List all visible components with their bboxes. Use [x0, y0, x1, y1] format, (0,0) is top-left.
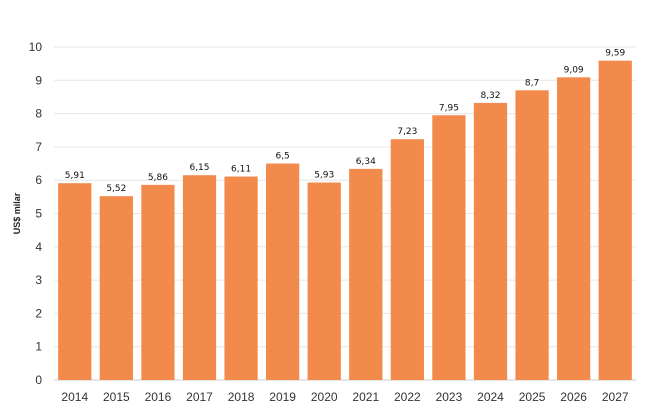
- bars: [58, 60, 632, 380]
- value-label: 7,23: [397, 127, 417, 137]
- y-tick-label: 0: [35, 373, 42, 387]
- y-tick-label: 3: [35, 273, 42, 287]
- x-tick-label: 2022: [394, 390, 421, 404]
- bar-2023[interactable]: [432, 115, 466, 380]
- bar-2027[interactable]: [598, 60, 632, 380]
- x-tick-label: 2023: [436, 390, 463, 404]
- x-tick-label: 2017: [186, 390, 213, 404]
- value-label: 5,52: [106, 184, 126, 194]
- x-tick-label: 2026: [560, 390, 587, 404]
- bar-2021[interactable]: [349, 168, 383, 380]
- x-tick-label: 2015: [103, 390, 130, 404]
- y-tick-label: 9: [35, 73, 42, 87]
- bar-2020[interactable]: [307, 182, 341, 380]
- bar-2019[interactable]: [266, 163, 300, 380]
- value-label: 5,93: [314, 171, 334, 181]
- value-label: 5,86: [148, 173, 168, 183]
- bar-2025[interactable]: [515, 90, 549, 380]
- x-tick-label: 2021: [352, 390, 379, 404]
- y-tick-label: 1: [35, 340, 42, 354]
- value-labels: 5,91 5,52 5,86 6,15 6,11 6,5 5,93 6,34 7,23 7,95 8…: [65, 49, 626, 195]
- bar-2015[interactable]: [99, 196, 133, 380]
- value-label: 8,32: [480, 91, 500, 101]
- y-tick-label: 6: [35, 173, 42, 187]
- value-label: 9,59: [605, 49, 625, 59]
- bar-2018[interactable]: [224, 176, 258, 380]
- value-label: 8,7: [525, 78, 539, 88]
- value-label: 6,34: [356, 157, 376, 167]
- y-tick-label: 8: [35, 107, 42, 121]
- bar-2016[interactable]: [141, 184, 175, 380]
- bar-2022[interactable]: [390, 139, 424, 380]
- x-axis-ticks: 2014 2015 2016 2017 2018 2019 2020 2021 2022 2023…: [61, 390, 628, 404]
- bar-2026[interactable]: [557, 77, 591, 380]
- x-tick-label: 2018: [228, 390, 255, 404]
- y-axis-title: US$ milar: [12, 192, 22, 234]
- value-label: 6,5: [275, 152, 289, 162]
- bar-2014[interactable]: [58, 183, 92, 380]
- value-label: 9,09: [564, 65, 584, 75]
- value-label: 6,11: [231, 165, 251, 175]
- value-label: 7,95: [439, 103, 459, 113]
- y-tick-label: 4: [35, 240, 42, 254]
- y-tick-label: 2: [35, 306, 42, 320]
- x-tick-label: 2024: [477, 390, 504, 404]
- x-tick-label: 2020: [311, 390, 338, 404]
- bar-2017[interactable]: [182, 175, 217, 380]
- x-tick-label: 2025: [519, 390, 546, 404]
- bar-2024[interactable]: [473, 102, 508, 380]
- x-tick-label: 2016: [145, 390, 172, 404]
- y-tick-label: 7: [35, 140, 42, 154]
- y-tick-label: 5: [35, 207, 42, 221]
- x-tick-label: 2019: [269, 390, 296, 404]
- y-axis-ticks: 0 1 2 3 4 5 6 7 8 9 10: [29, 40, 43, 387]
- x-tick-label: 2027: [602, 390, 629, 404]
- y-tick-label: 10: [29, 40, 43, 54]
- x-tick-label: 2014: [61, 390, 88, 404]
- value-label: 6,15: [189, 163, 209, 173]
- value-label: 5,91: [65, 171, 85, 181]
